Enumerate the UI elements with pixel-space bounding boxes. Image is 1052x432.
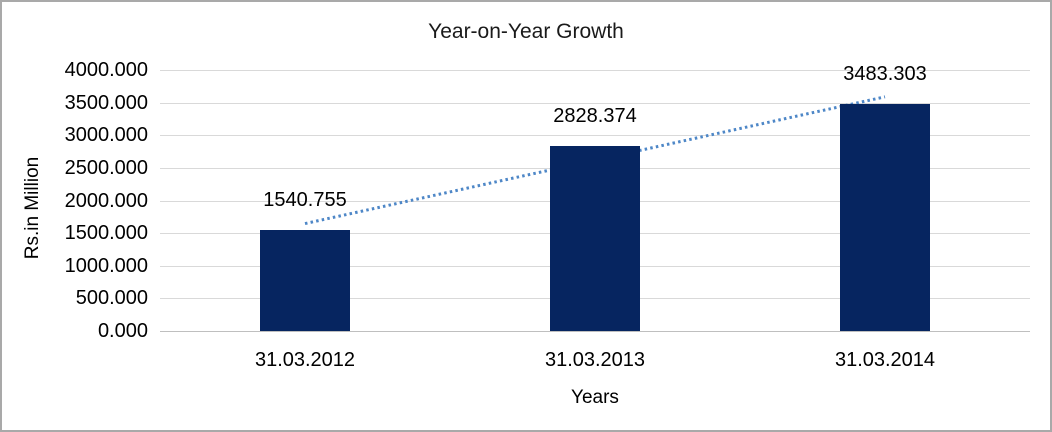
data-label: 3483.303 — [843, 63, 927, 85]
y-tick-label: 500.000 — [75, 287, 148, 309]
y-tick-label: 4000.000 — [64, 59, 148, 81]
x-axis-title: Years — [571, 387, 619, 408]
gridline — [160, 70, 1030, 71]
bar-31.03.2012 — [260, 230, 350, 331]
x-tick-label: 31.03.2012 — [254, 349, 356, 371]
y-tick-label: 0.000 — [97, 320, 148, 342]
y-tick-label: 2500.000 — [64, 157, 148, 179]
y-tick-label: 1000.000 — [64, 255, 148, 277]
x-tick-label: 31.03.2014 — [834, 349, 936, 371]
y-tick-label: 3500.000 — [64, 92, 148, 114]
y-tick-label: 3000.000 — [64, 124, 148, 146]
x-tick-label: 31.03.2013 — [544, 349, 646, 371]
y-tick-label: 2000.000 — [64, 190, 148, 212]
chart-title: Year-on-Year Growth — [428, 20, 624, 43]
x-axis-line — [160, 331, 1030, 332]
y-tick-label: 1500.000 — [64, 222, 148, 244]
